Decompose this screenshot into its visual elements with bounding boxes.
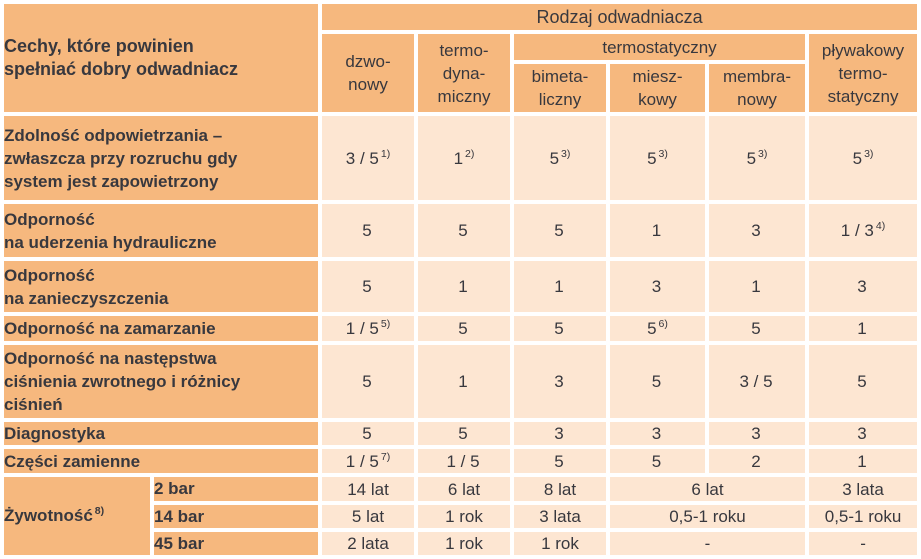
rating-cell: 2 bbox=[709, 449, 805, 473]
lifetime-cell: 1 rok bbox=[514, 532, 606, 555]
rating-cell: 1 / 3 4) bbox=[809, 204, 918, 257]
rating-cell: 5 bbox=[514, 316, 606, 341]
rating-cell: 3 bbox=[809, 261, 918, 312]
rating-cell: 5 bbox=[610, 345, 705, 418]
pressure-label: 14 bar bbox=[154, 505, 318, 528]
rating-cell: 5 bbox=[514, 449, 606, 473]
column-header-bell: dzwo- nowy bbox=[322, 34, 414, 112]
rating-cell: 1 bbox=[418, 261, 510, 312]
rating-cell: 3 bbox=[709, 422, 805, 445]
feature-row-dirt-resistance: Odporność na zanieczyszczenia 5 1 1 3 1 … bbox=[4, 261, 918, 312]
row-label: Zdolność odpowietrzania – zwłaszcza przy… bbox=[4, 116, 318, 200]
rating-cell: 1 bbox=[809, 316, 918, 341]
rating-cell: 5 3) bbox=[709, 116, 805, 200]
lifetime-cell: 8 lat bbox=[514, 477, 606, 501]
rating-cell: 1 bbox=[709, 261, 805, 312]
lifetime-cell: 14 lat bbox=[322, 477, 414, 501]
rating-cell: 1 bbox=[514, 261, 606, 312]
feature-row-back-pressure: Odporność na następstwa ciśnienia zwrotn… bbox=[4, 345, 918, 418]
rating-cell: 1 / 5 7) bbox=[322, 449, 414, 473]
rating-cell: 5 3) bbox=[514, 116, 606, 200]
feature-row-water-hammer: Odporność na uderzenia hydrauliczne 5 5 … bbox=[4, 204, 918, 257]
rating-cell: 3 bbox=[610, 422, 705, 445]
column-header-thermodynamic: termo- dyna- miczny bbox=[418, 34, 510, 112]
header-row-trap-type: Cechy, które powinien spełniać dobry odw… bbox=[4, 4, 918, 112]
column-header-float-thermostatic: pływakowy termo- statyczny bbox=[809, 34, 918, 112]
lifetime-cell: 2 lata bbox=[322, 532, 414, 555]
features-header: Cechy, które powinien spełniać dobry odw… bbox=[4, 4, 318, 112]
lifetime-row-14bar: 14 bar 5 lat 1 rok 3 lata 0,5-1 roku 0,5… bbox=[4, 505, 918, 528]
rating-cell: 1 bbox=[809, 449, 918, 473]
lifetime-cell: - bbox=[809, 532, 918, 555]
column-header-bimetallic: bimeta- liczny bbox=[514, 64, 606, 112]
lifetime-row-2bar: Żywotność 8) 2 bar 14 lat 6 lat 8 lat 6 l… bbox=[4, 477, 918, 555]
lifetime-cell: 5 lat bbox=[322, 505, 414, 528]
trap-type-group-header: Rodzaj odwadniacza bbox=[322, 4, 918, 30]
rating-cell: 5 bbox=[418, 422, 510, 445]
header-row-groups: dzwo- nowy termo- dyna- miczny termostat… bbox=[4, 34, 918, 112]
rating-cell: 5 bbox=[322, 345, 414, 418]
lifetime-cell: 0,5-1 roku bbox=[809, 505, 918, 528]
column-header-membrane: membra- nowy bbox=[709, 64, 805, 112]
lifetime-cell: 6 lat bbox=[610, 477, 805, 501]
pressure-label: 45 bar bbox=[154, 532, 318, 555]
rating-cell: 5 bbox=[709, 316, 805, 341]
lifetime-cell: 1 rok bbox=[418, 505, 510, 528]
rating-cell: 5 3) bbox=[809, 116, 918, 200]
row-label: Odporność na uderzenia hydrauliczne bbox=[4, 204, 318, 257]
rating-cell: 1 bbox=[418, 345, 510, 418]
rating-cell: 5 bbox=[418, 316, 510, 341]
rating-cell: 3 bbox=[514, 422, 606, 445]
lifetime-row-45bar: 45 bar 2 lata 1 rok 1 rok - - bbox=[4, 532, 918, 555]
lifetime-cell: 3 lata bbox=[514, 505, 606, 528]
rating-cell: 3 bbox=[709, 204, 805, 257]
lifetime-label: Żywotność 8) bbox=[4, 477, 150, 555]
rating-cell: 3 bbox=[809, 422, 918, 445]
rating-cell: 5 bbox=[322, 261, 414, 312]
feature-row-air-venting: Zdolność odpowietrzania – zwłaszcza przy… bbox=[4, 116, 918, 200]
rating-cell: 1 / 5 bbox=[418, 449, 510, 473]
lifetime-cell: 6 lat bbox=[418, 477, 510, 501]
pressure-label: 2 bar bbox=[154, 477, 318, 501]
row-label: Diagnostyka bbox=[4, 422, 318, 445]
lifetime-cell: 1 rok bbox=[418, 532, 510, 555]
row-label: Odporność na zanieczyszczenia bbox=[4, 261, 318, 312]
feature-row-spare-parts: Części zamienne 1 / 5 7) 1 / 5 5 5 2 1 bbox=[4, 449, 918, 473]
rating-cell: 1 bbox=[610, 204, 705, 257]
header-row-subcolumns: bimeta- liczny miesz- kowy membra- nowy bbox=[4, 64, 917, 112]
rating-cell: 5 3) bbox=[610, 116, 705, 200]
row-label: Odporność na zamarzanie bbox=[4, 316, 318, 341]
feature-row-freezing: Odporność na zamarzanie 1 / 5 5) 5 5 5 6) … bbox=[4, 316, 918, 341]
row-label: Części zamienne bbox=[4, 449, 318, 473]
feature-row-diagnostics: Diagnostyka 5 5 3 3 3 3 bbox=[4, 422, 918, 445]
rating-cell: 1 2) bbox=[418, 116, 510, 200]
row-label: Odporność na następstwa ciśnienia zwrotn… bbox=[4, 345, 318, 418]
rating-cell: 3 / 5 1) bbox=[322, 116, 414, 200]
column-group-thermostatic: termostatyczny bbox=[514, 34, 805, 60]
rating-cell: 5 bbox=[418, 204, 510, 257]
rating-cell: 1 / 5 5) bbox=[322, 316, 414, 341]
rating-cell: 5 bbox=[809, 345, 918, 418]
lifetime-cell: - bbox=[610, 532, 805, 555]
rating-cell: 3 / 5 bbox=[709, 345, 805, 418]
rating-cell: 5 bbox=[514, 204, 606, 257]
rating-cell: 5 6) bbox=[610, 316, 705, 341]
lifetime-cell: 3 lata bbox=[809, 477, 918, 501]
lifetime-cell: 0,5-1 roku bbox=[610, 505, 805, 528]
column-header-bellows: miesz- kowy bbox=[610, 64, 705, 112]
rating-cell: 5 bbox=[610, 449, 705, 473]
rating-cell: 3 bbox=[514, 345, 606, 418]
rating-cell: 5 bbox=[322, 422, 414, 445]
rating-cell: 5 bbox=[322, 204, 414, 257]
rating-cell: 3 bbox=[610, 261, 705, 312]
